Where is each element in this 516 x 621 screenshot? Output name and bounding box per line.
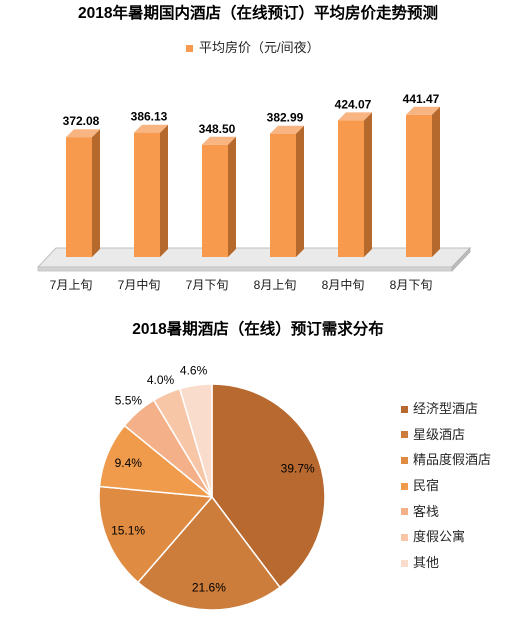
pie-label-5: 5.5% (115, 394, 143, 408)
legend-label-average-price: 平均房价（元/间夜） (199, 40, 320, 55)
bar-value-label-2: 386.13 (131, 110, 168, 124)
bar-1-side (92, 129, 100, 257)
bar-value-label-3: 348.50 (199, 122, 236, 136)
bar-1 (66, 129, 100, 257)
chart-floor (36, 246, 472, 273)
pie-legend-swatch-4 (401, 482, 408, 490)
bar-2-top (134, 124, 168, 133)
bar-4-side (296, 125, 304, 257)
pie-label-3: 15.1% (111, 524, 145, 538)
pie-slice-3 (98, 485, 213, 584)
pie-chart-title: 2018暑期酒店（在线）预订需求分布 (132, 321, 384, 338)
pie-legend-swatch-7 (401, 559, 408, 567)
pie-label-6: 4.0% (147, 373, 175, 387)
pie-legend-label-3: 精品度假酒店 (413, 452, 492, 468)
bar-4-top (270, 125, 304, 134)
x-tick-label-4: 8月上旬 (254, 278, 297, 292)
bar-4-front (270, 133, 296, 257)
pie-legend-label-4: 民宿 (413, 478, 440, 493)
pie-label-1: 39.7% (281, 461, 315, 475)
pie-slice-1 (211, 383, 326, 589)
bar-value-label-6: 441.47 (403, 92, 440, 106)
pie-slice-7 (179, 383, 213, 498)
pie-legend-swatch-5 (401, 508, 408, 516)
pie-legend-label-6: 度假公寓 (413, 529, 466, 545)
bar-5 (338, 112, 372, 258)
bar-value-label-5: 424.07 (335, 97, 372, 111)
bar-6-top (406, 106, 440, 115)
bar-6-front (406, 114, 432, 257)
pie-label-4: 9.4% (115, 456, 143, 470)
bar-4 (270, 125, 304, 257)
bar-1-top (66, 129, 100, 138)
pie-legend-swatch-6 (401, 533, 408, 541)
bar-6 (406, 106, 440, 257)
pie-label-2: 21.6% (192, 580, 226, 594)
bar-chart-title: 2018年暑期国内酒店（在线预订）平均房价走势预测 (78, 5, 438, 22)
bar-value-label-1: 372.08 (63, 114, 100, 128)
x-tick-label-6: 8月下旬 (390, 278, 433, 292)
pie-legend-label-2: 星级酒店 (413, 426, 466, 442)
bar-5-side (364, 112, 372, 258)
pie-legend-label-7: 其他 (413, 555, 440, 570)
pie-legend-swatch-2 (401, 431, 408, 439)
x-tick-label-2: 7月中旬 (118, 277, 161, 292)
pie-legend-label-1: 经济型酒店 (413, 401, 479, 416)
pie-chart-plot: 39.7% 21.6% 15.1% 9.4% 5.5% 4.0% 4.6% (98, 364, 326, 611)
bar-3-top (202, 136, 236, 145)
x-tick-label-3: 7月下旬 (186, 278, 229, 292)
bar-3-side (228, 136, 236, 257)
x-tick-label-1: 7月上旬 (50, 278, 93, 292)
chart-floor-side (451, 246, 471, 273)
bar-value-label-4: 382.99 (267, 111, 304, 125)
bar-3-front (202, 144, 228, 257)
legend-swatch-average-price (186, 45, 193, 52)
bar-6-side (432, 106, 440, 257)
pie-label-7: 4.6% (180, 364, 208, 378)
bar-3 (202, 136, 236, 257)
bar-2-side (160, 124, 168, 257)
chart-floor-top (36, 247, 472, 268)
pie-legend-swatch-1 (401, 405, 408, 413)
bar-5-top (338, 112, 372, 121)
bar-2-front (134, 132, 160, 257)
bar-5-front (338, 120, 364, 258)
bar-chart-plot: 372.08 7月上旬 386.13 7月中旬 348.50 7月下旬 382.99 8月上旬… (36, 92, 472, 292)
x-tick-label-5: 8月中旬 (322, 277, 365, 292)
bar-2 (134, 124, 168, 257)
bar-1-front (66, 137, 92, 257)
pie-slice-2 (137, 496, 281, 611)
chart-floor-front (37, 266, 453, 272)
pie-legend-swatch-3 (401, 456, 408, 464)
pie-legend-label-5: 客栈 (413, 503, 440, 519)
